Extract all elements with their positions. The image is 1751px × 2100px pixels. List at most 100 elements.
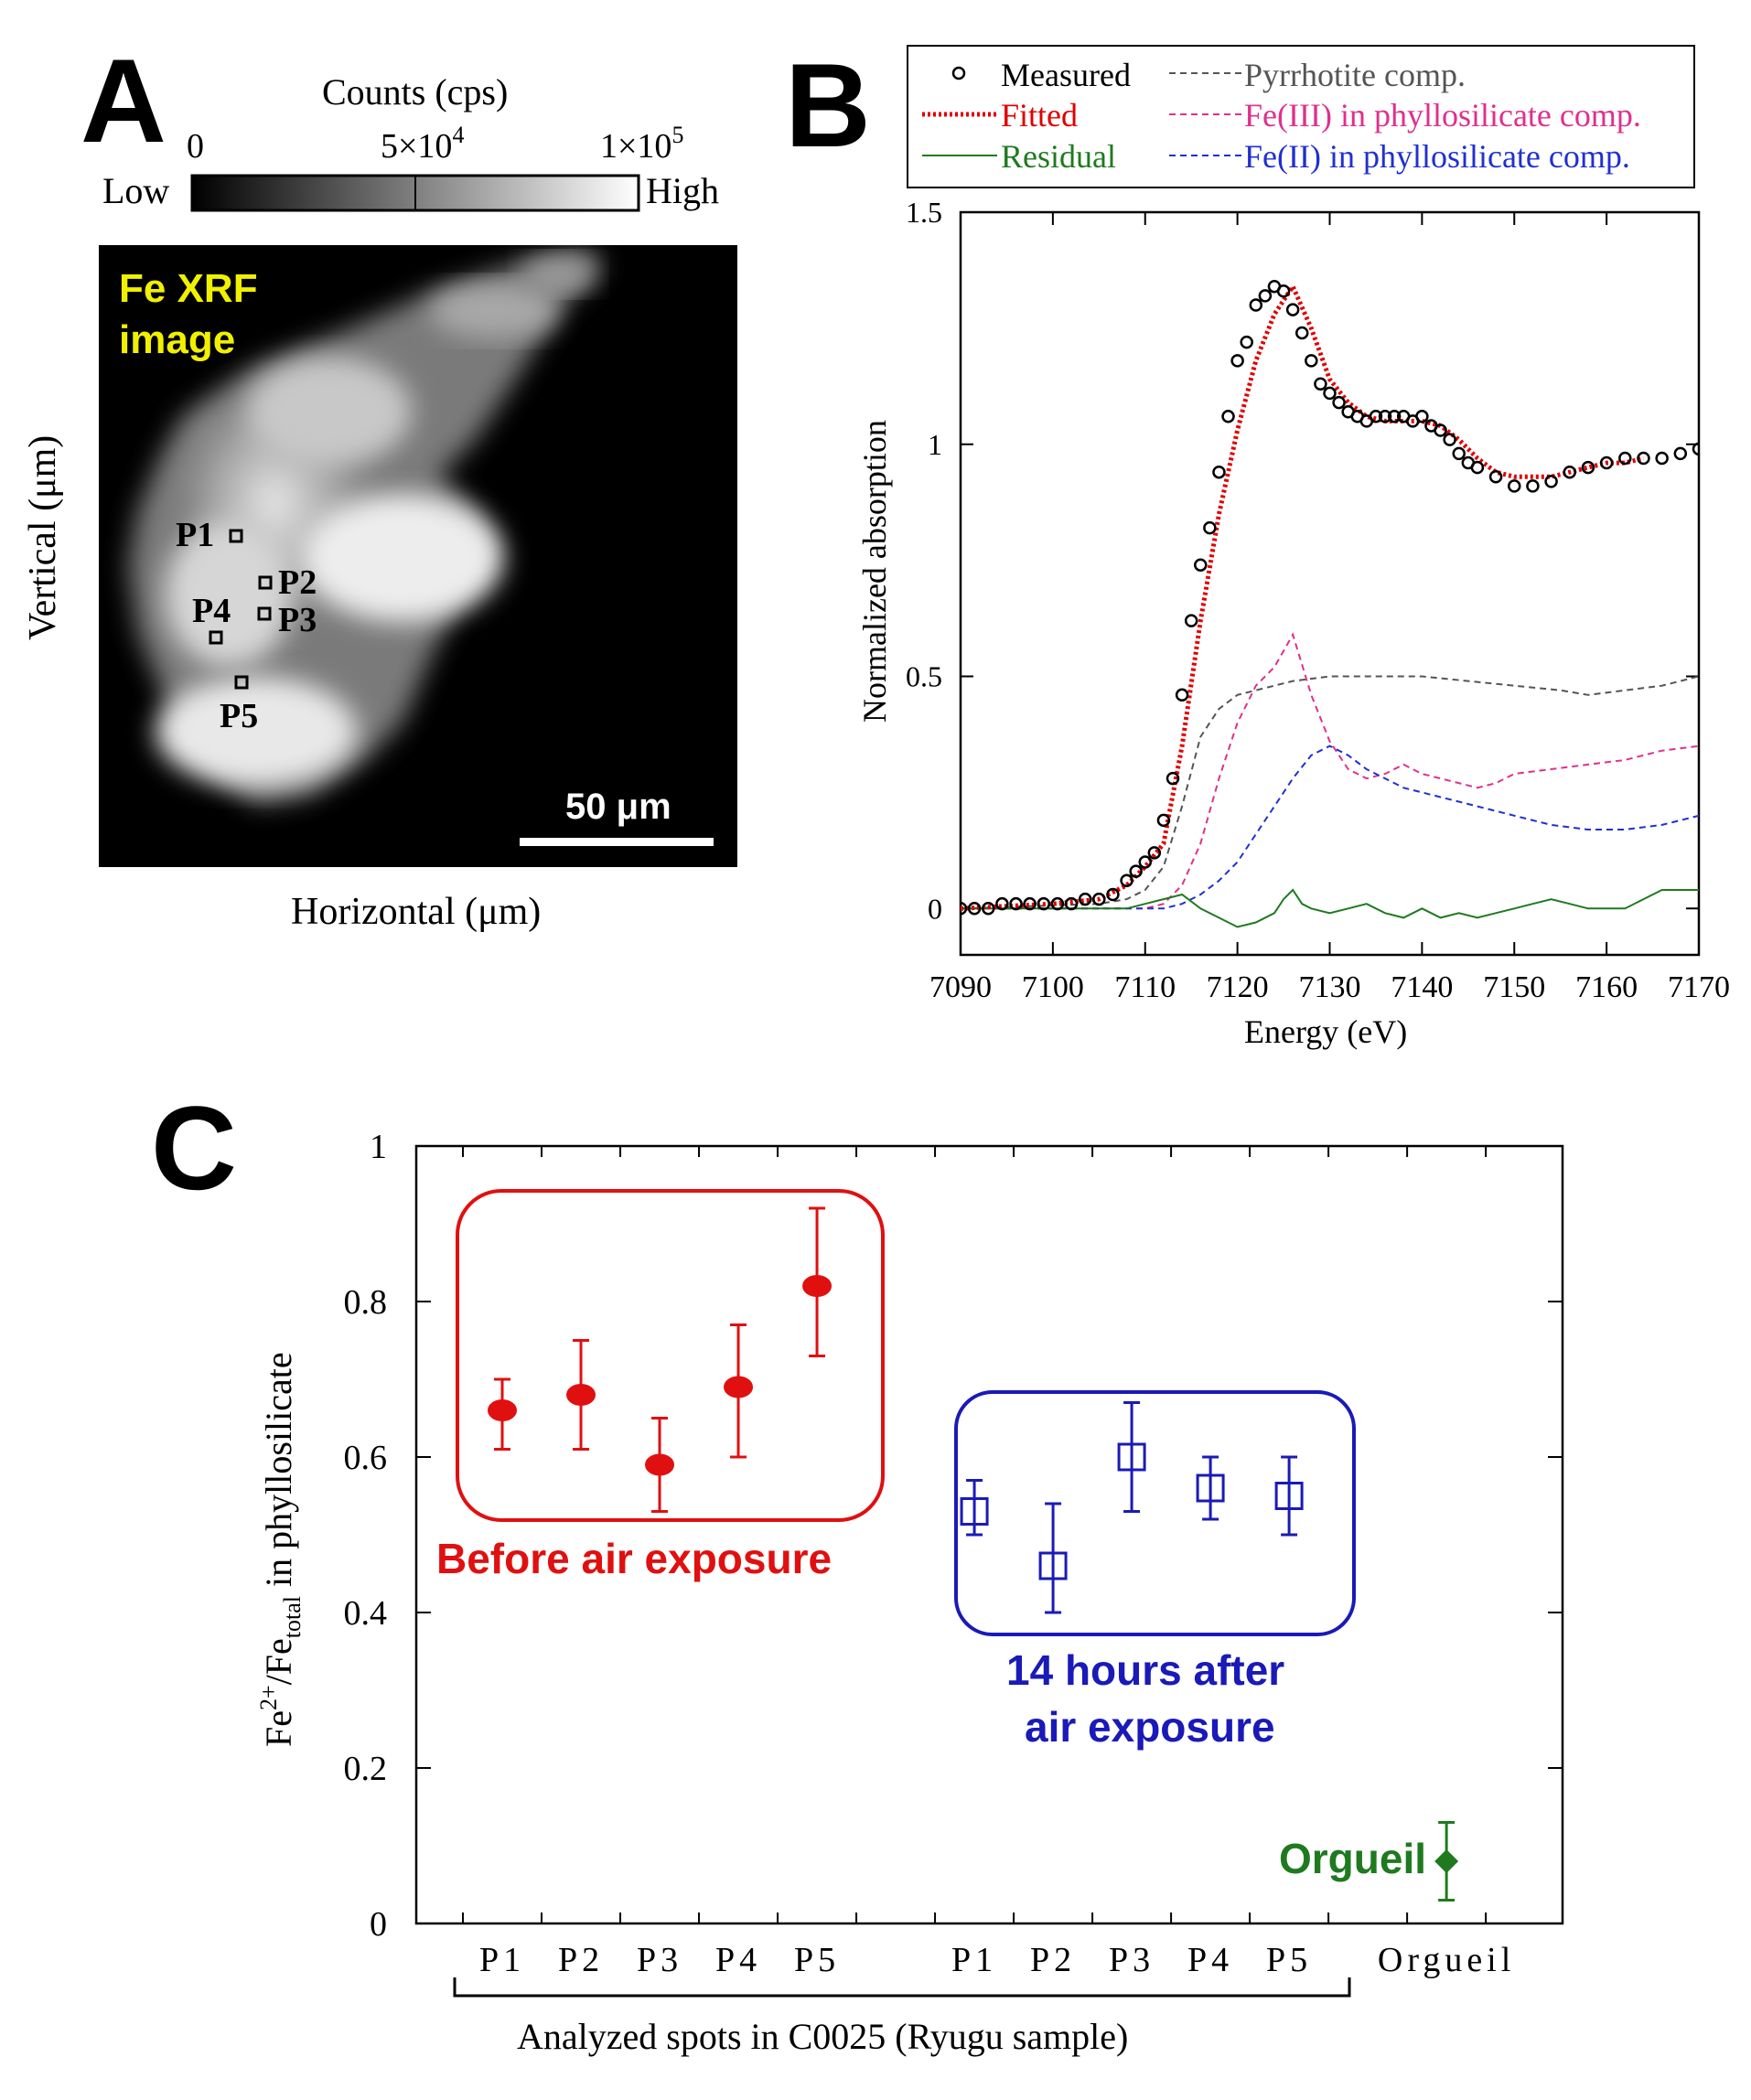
measured-point bbox=[1203, 520, 1217, 535]
x-category-label: Orgueil bbox=[1378, 1941, 1515, 1979]
measured-point bbox=[1488, 470, 1503, 484]
y-tick-label: 0.4 bbox=[344, 1594, 388, 1633]
colorbar-high-label: High bbox=[646, 170, 719, 211]
measured-point bbox=[1294, 326, 1309, 340]
plot-c-ylabel: Fe2+/Fetotal in phyllosilicate bbox=[255, 1352, 306, 1747]
before-exposure-point bbox=[645, 1453, 675, 1476]
x-category-label: P3 bbox=[637, 1941, 682, 1979]
series-pyrrhotite-comp-line bbox=[961, 675, 1699, 910]
measured-point bbox=[1434, 423, 1447, 437]
x-tick-label: 7160 bbox=[1575, 970, 1638, 1004]
measured-point bbox=[1106, 887, 1120, 902]
measured-point bbox=[1184, 614, 1198, 627]
legend-b-box bbox=[907, 45, 1695, 188]
measured-point bbox=[1249, 298, 1263, 312]
spot-p2-marker bbox=[258, 575, 273, 590]
measured-point bbox=[995, 896, 1009, 911]
measured-point bbox=[1526, 479, 1540, 493]
measured-point bbox=[1212, 465, 1226, 479]
legend-fe2-label: Fe(II) in phyllosilicate comp. bbox=[1244, 138, 1630, 175]
before-group-label: Before air exposure bbox=[436, 1535, 832, 1582]
colorbar-title: Counts (cps) bbox=[322, 71, 508, 112]
xrf-image-label-line2: image bbox=[119, 317, 235, 362]
measured-point bbox=[1470, 460, 1485, 475]
measured-point bbox=[1637, 451, 1650, 466]
measured-point bbox=[1415, 410, 1429, 423]
x-category-label: P5 bbox=[1266, 1941, 1312, 1979]
measured-point bbox=[1323, 386, 1337, 401]
before-exposure-point bbox=[488, 1399, 518, 1421]
colorbar-tick-1e5: 1×105 bbox=[600, 122, 683, 166]
measured-point bbox=[1581, 460, 1595, 475]
measured-point bbox=[1692, 442, 1699, 456]
y-tick-label: 1 bbox=[928, 428, 942, 461]
y-tick-label: 0.8 bbox=[344, 1283, 388, 1322]
x-category-label: P2 bbox=[558, 1941, 604, 1979]
colorbar-tick-0: 0 bbox=[187, 127, 204, 166]
x-tick-label: 7090 bbox=[929, 970, 992, 1004]
measured-point bbox=[1147, 846, 1162, 860]
x-tick-label: 7140 bbox=[1391, 970, 1453, 1004]
measured-point bbox=[1230, 354, 1244, 368]
panel-a-letter: A bbox=[81, 34, 167, 167]
xrf-xlabel: Horizontal (μm) bbox=[291, 891, 541, 933]
panel-b: B Measured Fitted Residual Pyrrhotite co… bbox=[785, 38, 1730, 1050]
measured-point bbox=[1276, 284, 1291, 298]
measured-point bbox=[1443, 433, 1456, 446]
after-group-label-line2: air exposure bbox=[1025, 1703, 1275, 1751]
x-category-label: P4 bbox=[715, 1941, 761, 1979]
after-exposure-point bbox=[960, 1497, 989, 1526]
before-exposure-point bbox=[724, 1376, 754, 1398]
before-group-box bbox=[456, 1189, 885, 1522]
measured-point bbox=[1120, 873, 1133, 888]
measured-point bbox=[1194, 558, 1208, 572]
x-tick-label: 7130 bbox=[1299, 970, 1361, 1004]
measured-point bbox=[1655, 451, 1669, 466]
before-exposure-point bbox=[802, 1275, 833, 1297]
plot-c-frame bbox=[414, 1144, 1564, 1925]
measured-point bbox=[1378, 410, 1392, 423]
x-category-label: P2 bbox=[1030, 1941, 1076, 1979]
measured-point bbox=[1078, 892, 1092, 906]
spot-p5-label: P5 bbox=[220, 697, 258, 735]
x-category-label: P1 bbox=[479, 1941, 525, 1979]
measured-point bbox=[1050, 896, 1065, 911]
panel-c: C 0 0.2 0.4 0.6 0.8 1 P1 P2 P3 P4 P5 P1 P2 P3 P4 P5 Orgu… bbox=[151, 1081, 1564, 2057]
series-residual-line bbox=[961, 888, 1699, 928]
x-tick-label: 7120 bbox=[1207, 970, 1269, 1004]
y-tick-label: 0.5 bbox=[906, 660, 942, 693]
y-tick-label: 0.2 bbox=[344, 1750, 388, 1788]
measured-point bbox=[1064, 896, 1079, 911]
spot-p2-label: P2 bbox=[278, 563, 317, 602]
measured-point bbox=[1240, 335, 1253, 349]
plot-c-xlabel: Analyzed spots in C0025 (Ryugu sample) bbox=[517, 2016, 1128, 2057]
measured-point bbox=[1599, 455, 1614, 470]
series-fitted-line bbox=[961, 282, 1645, 911]
scale-bar-label: 50 μm bbox=[565, 787, 671, 827]
spot-p1-label: P1 bbox=[176, 516, 214, 554]
spot-markers bbox=[209, 529, 273, 690]
measured-point bbox=[1387, 410, 1402, 423]
measured-point bbox=[1452, 446, 1466, 461]
legend-fe3-label: Fe(III) in phyllosilicate comp. bbox=[1244, 97, 1641, 134]
plot-b-ylabel: Normalized absorption bbox=[856, 420, 893, 723]
x-tick-label: 7170 bbox=[1668, 970, 1730, 1004]
y-tick-label: 0 bbox=[928, 892, 942, 925]
spot-p4-marker bbox=[209, 630, 223, 645]
scale-bar bbox=[520, 838, 714, 846]
orgueil-point bbox=[1434, 1849, 1459, 1873]
legend-fitted-label: Fitted bbox=[1001, 97, 1078, 134]
measured-point bbox=[1369, 410, 1383, 423]
series-fe-ii-in-phyllosilicate-comp-line bbox=[961, 745, 1699, 910]
legend-pyrrhotite-label: Pyrrhotite comp. bbox=[1244, 57, 1466, 93]
plot-b-xlabel: Energy (eV) bbox=[1244, 1013, 1407, 1050]
after-exposure-point bbox=[1117, 1442, 1146, 1472]
x-category-label: P5 bbox=[794, 1941, 840, 1979]
before-exposure-point bbox=[566, 1384, 596, 1406]
measured-point bbox=[1166, 771, 1180, 786]
y-tick-label: 1 bbox=[370, 1128, 387, 1166]
measured-point bbox=[961, 902, 968, 916]
legend-measured-marker bbox=[951, 66, 966, 80]
xrf-image bbox=[128, 249, 604, 805]
